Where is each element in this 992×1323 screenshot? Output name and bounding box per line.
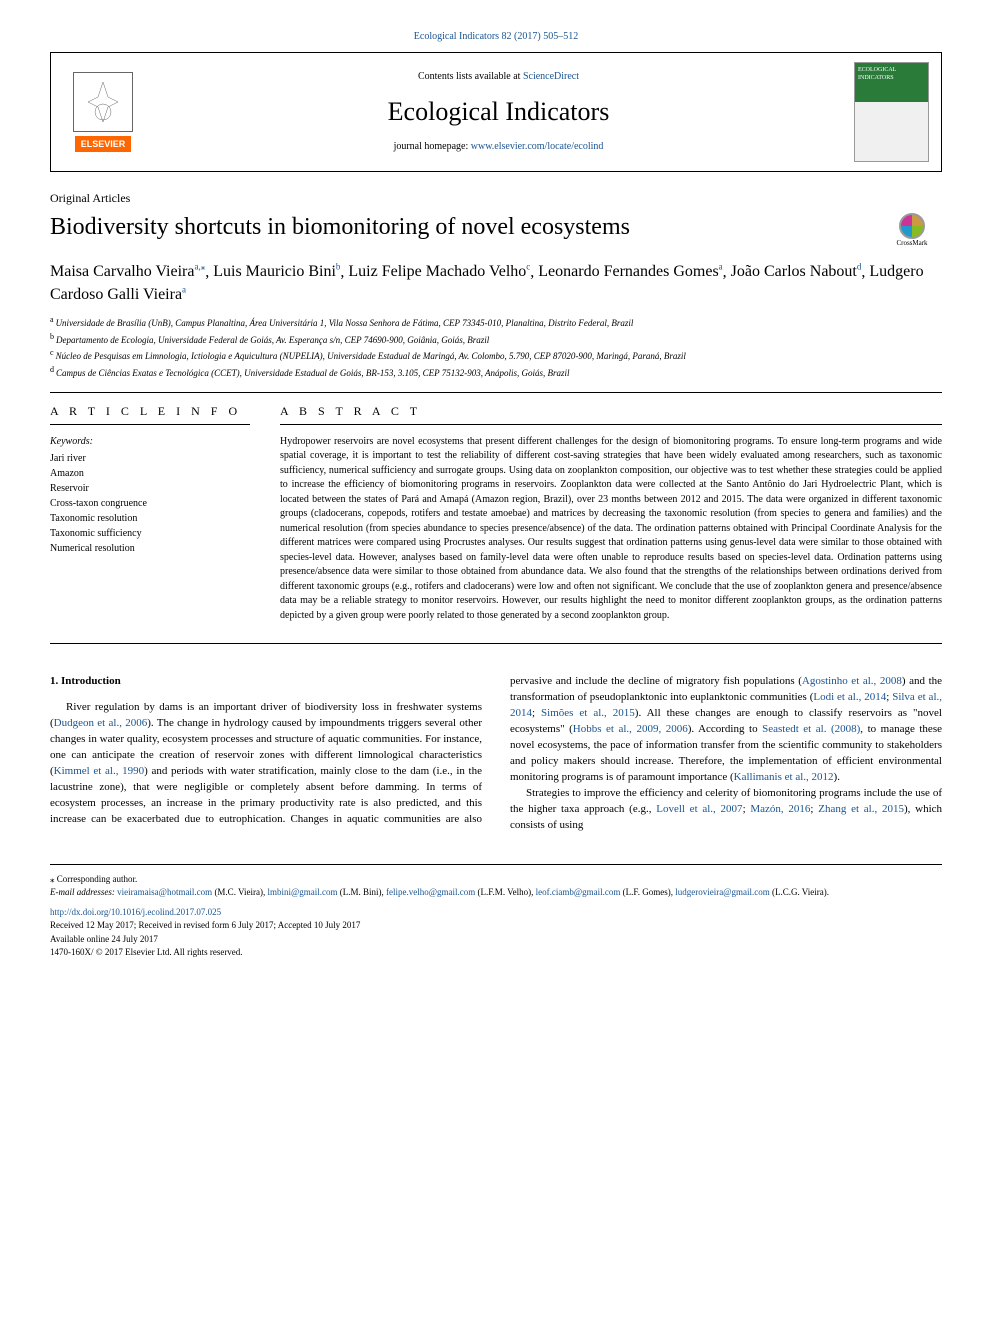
author-affil-sup: c xyxy=(526,262,530,272)
email-who: (M.C. Vieira), xyxy=(212,887,267,897)
ref-hobbs[interactable]: Hobbs et al., 2009, 2006 xyxy=(573,723,688,735)
affiliation-sup: a xyxy=(50,315,56,324)
keyword-item: Jari river xyxy=(50,451,250,466)
divider-bottom xyxy=(50,643,942,644)
email-who: (L.F.M. Velho), xyxy=(475,887,535,897)
author: Luiz Felipe Machado Velhoc xyxy=(348,263,530,280)
author: Maisa Carvalho Vieiraa,⁎ xyxy=(50,263,205,280)
email-link[interactable]: ludgerovieira@gmail.com xyxy=(675,887,770,897)
keyword-item: Cross-taxon congruence xyxy=(50,496,250,511)
email-link[interactable]: leof.ciamb@gmail.com xyxy=(536,887,621,897)
p1-g: ; xyxy=(532,707,541,719)
email-who: (L.F. Gomes), xyxy=(620,887,675,897)
sciencedirect-link[interactable]: ScienceDirect xyxy=(523,71,579,82)
affiliation: a Universidade de Brasília (UnB), Campus… xyxy=(50,314,942,331)
contents-box: ELSEVIER Contents lists available at Sci… xyxy=(50,52,942,172)
crossmark-label: CrossMark xyxy=(896,239,927,249)
crossmark-badge[interactable]: CrossMark xyxy=(882,213,942,249)
title-row: Biodiversity shortcuts in biomonitoring … xyxy=(50,213,942,249)
author-affil-sup: a xyxy=(182,284,186,294)
affiliation: c Núcleo de Pesquisas em Limnologia, Ict… xyxy=(50,347,942,364)
author-affil-sup: a xyxy=(719,262,723,272)
article-info-heading: A R T I C L E I N F O xyxy=(50,403,250,425)
keywords-label: Keywords: xyxy=(50,435,250,449)
affiliation-sup: d xyxy=(50,365,56,374)
ref-agostinho[interactable]: Agostinho et al., 2008 xyxy=(802,675,902,687)
crossmark-icon xyxy=(899,213,925,239)
affiliation: d Campus de Ciências Exatas e Tecnológic… xyxy=(50,364,942,381)
author-affil-sup: d xyxy=(857,262,862,272)
contents-lists-line: Contents lists available at ScienceDirec… xyxy=(143,70,854,84)
journal-homepage-line: journal homepage: www.elsevier.com/locat… xyxy=(143,140,854,154)
body-two-column: 1. Introduction River regulation by dams… xyxy=(50,674,942,833)
email-line: E-mail addresses: vieiramaisa@hotmail.co… xyxy=(50,886,942,900)
abstract-column: A B S T R A C T Hydropower reservoirs ar… xyxy=(280,403,942,623)
ref-kimmel[interactable]: Kimmel et al., 1990 xyxy=(54,765,144,777)
email-label: E-mail addresses: xyxy=(50,887,117,897)
journal-name: Ecological Indicators xyxy=(143,94,854,130)
info-abstract-row: A R T I C L E I N F O Keywords: Jari riv… xyxy=(50,403,942,623)
affiliation: b Departamento de Ecologia, Universidade… xyxy=(50,331,942,348)
keyword-item: Reservoir xyxy=(50,481,250,496)
elsevier-logo: ELSEVIER xyxy=(63,72,143,153)
ref-lodi[interactable]: Lodi et al., 2014 xyxy=(813,691,886,703)
homepage-link[interactable]: www.elsevier.com/locate/ecolind xyxy=(471,141,604,152)
journal-cover-thumbnail: ECOLOGICAL INDICATORS xyxy=(854,62,929,162)
author: Luis Mauricio Binib xyxy=(213,263,340,280)
ref-mazon[interactable]: Mazón, 2016 xyxy=(750,803,810,815)
homepage-prefix: journal homepage: xyxy=(394,141,471,152)
author-affil-sup: b xyxy=(336,262,341,272)
footer-block: ⁎ Corresponding author. E-mail addresses… xyxy=(50,864,942,960)
keyword-item: Numerical resolution xyxy=(50,541,250,556)
ref-kallimanis[interactable]: Kallimanis et al., 2012 xyxy=(734,771,834,783)
abstract-text: Hydropower reservoirs are novel ecosyste… xyxy=(280,435,942,624)
ref-simoes[interactable]: Simões et al., 2015 xyxy=(541,707,635,719)
p1-i: ). According to xyxy=(688,723,762,735)
copyright-line: 1470-160X/ © 2017 Elsevier Ltd. All righ… xyxy=(50,946,942,960)
keyword-item: Taxonomic sufficiency xyxy=(50,526,250,541)
contents-prefix: Contents lists available at xyxy=(418,71,523,82)
author: João Carlos Naboutd xyxy=(731,263,862,280)
authors-line: Maisa Carvalho Vieiraa,⁎, Luis Mauricio … xyxy=(50,261,942,306)
corresponding-author-note: ⁎ Corresponding author. xyxy=(50,873,942,887)
email-link[interactable]: lmbini@gmail.com xyxy=(267,887,337,897)
doi-link[interactable]: http://dx.doi.org/10.1016/j.ecolind.2017… xyxy=(50,906,942,920)
author-affil-sup: a,⁎ xyxy=(194,262,205,272)
article-info-column: A R T I C L E I N F O Keywords: Jari riv… xyxy=(50,403,250,623)
available-line: Available online 24 July 2017 xyxy=(50,933,942,947)
elsevier-tree-icon xyxy=(73,72,133,132)
email-link[interactable]: felipe.velho@gmail.com xyxy=(386,887,475,897)
affiliations-block: a Universidade de Brasília (UnB), Campus… xyxy=(50,314,942,380)
received-line: Received 12 May 2017; Received in revise… xyxy=(50,919,942,933)
keyword-item: Taxonomic resolution xyxy=(50,511,250,526)
affiliation-sup: b xyxy=(50,332,56,341)
divider-top xyxy=(50,392,942,393)
header-citation: Ecological Indicators 82 (2017) 505–512 xyxy=(50,30,942,44)
email-link[interactable]: vieiramaisa@hotmail.com xyxy=(117,887,212,897)
author: Leonardo Fernandes Gomesa xyxy=(538,263,722,280)
abstract-heading: A B S T R A C T xyxy=(280,403,942,425)
article-type: Original Articles xyxy=(50,190,942,207)
contents-center: Contents lists available at ScienceDirec… xyxy=(143,70,854,154)
affiliation-sup: c xyxy=(50,348,56,357)
article-title: Biodiversity shortcuts in biomonitoring … xyxy=(50,213,882,242)
section-heading-intro: 1. Introduction xyxy=(50,674,482,690)
ref-lovell[interactable]: Lovell et al., 2007 xyxy=(656,803,742,815)
keywords-list: Jari riverAmazonReservoirCross-taxon con… xyxy=(50,451,250,556)
ref-zhang[interactable]: Zhang et al., 2015 xyxy=(818,803,904,815)
p1-k: ). xyxy=(834,771,840,783)
email-who: (L.C.G. Vieira). xyxy=(770,887,829,897)
intro-paragraph-2: Strategies to improve the efficiency and… xyxy=(510,786,942,834)
keyword-item: Amazon xyxy=(50,466,250,481)
p1-d: include the decline of migratory fish po… xyxy=(575,675,802,687)
ref-dudgeon[interactable]: Dudgeon et al., 2006 xyxy=(54,717,148,729)
ref-seastedt[interactable]: Seastedt et al. (2008) xyxy=(762,723,860,735)
email-who: (L.M. Bini), xyxy=(338,887,387,897)
elsevier-wordmark: ELSEVIER xyxy=(75,136,132,153)
